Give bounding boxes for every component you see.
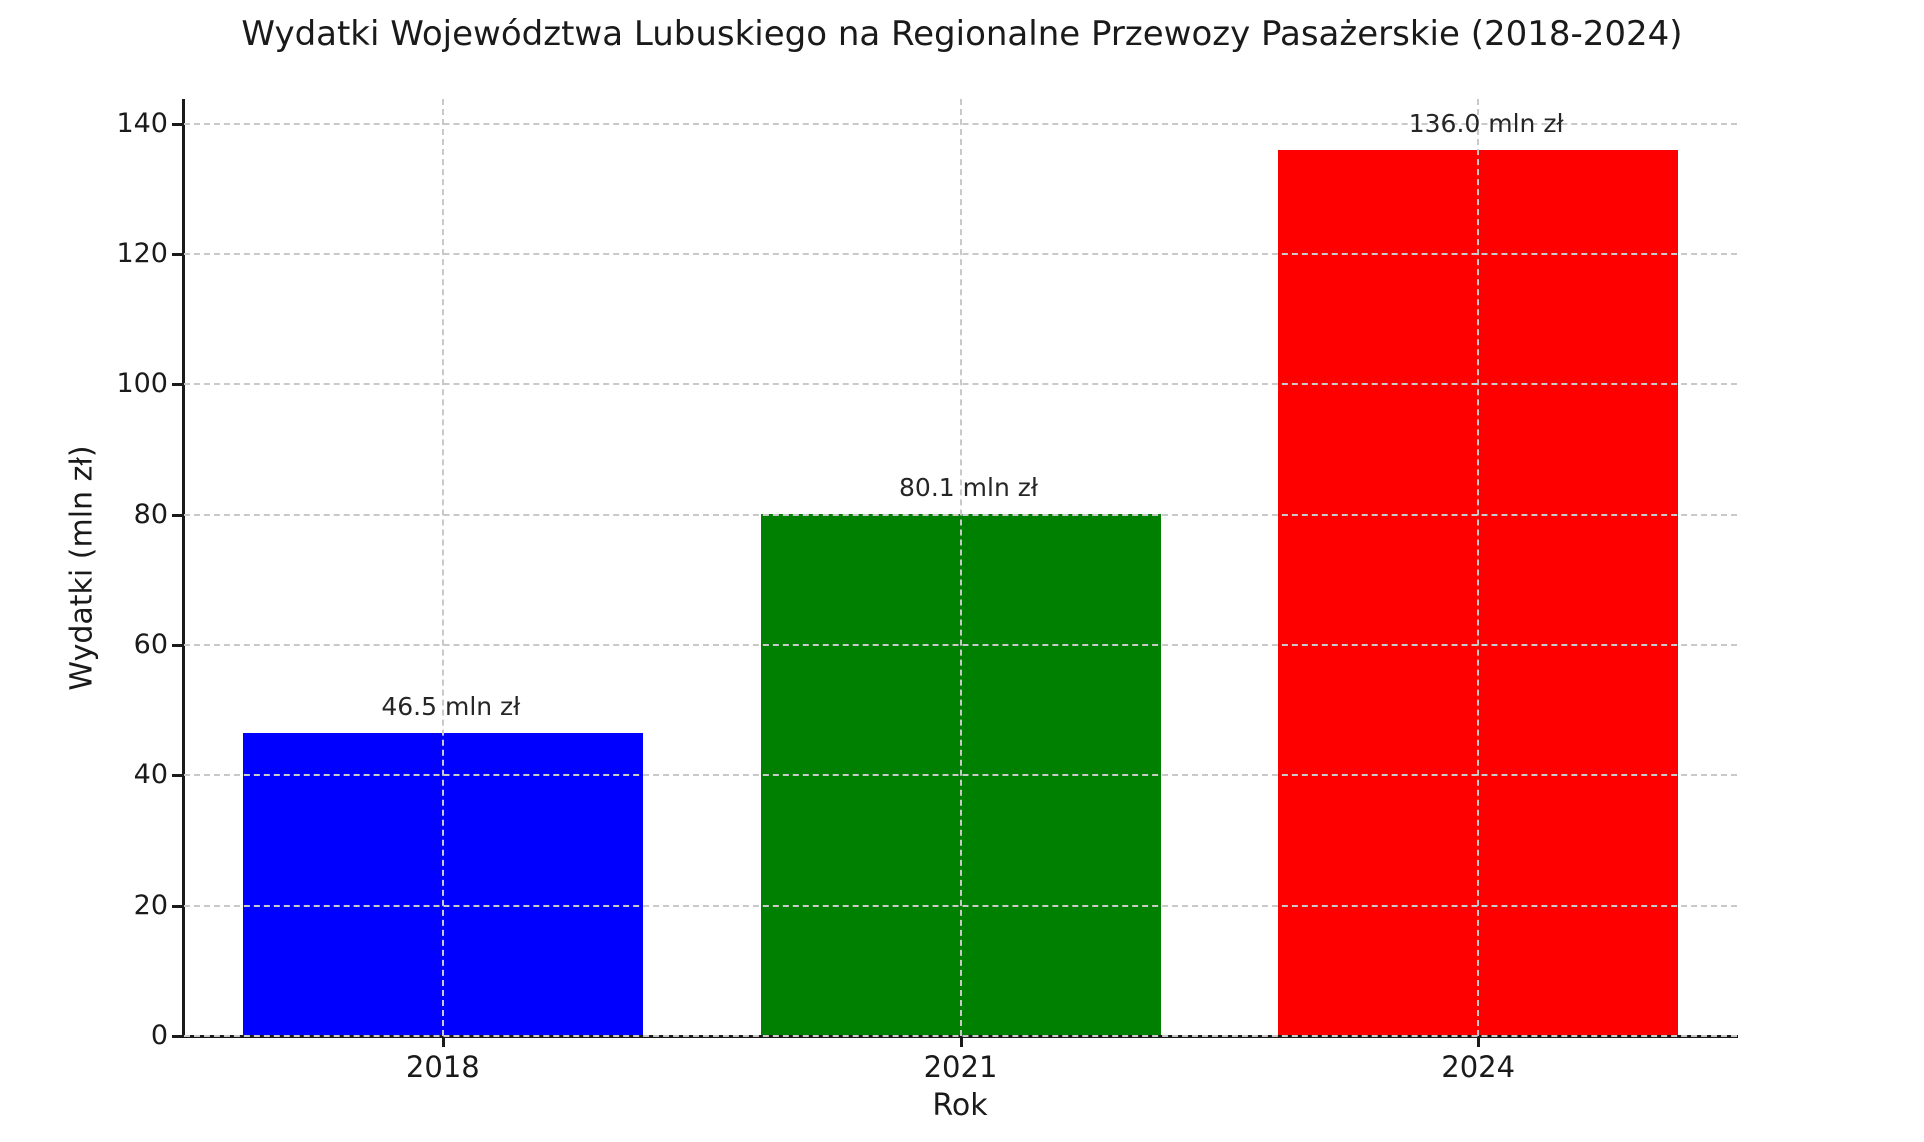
y-tick-140 xyxy=(172,122,182,126)
x-tick-label-2024: 2024 xyxy=(1441,1050,1516,1084)
chart-title: Wydatki Województwa Lubuskiego na Region… xyxy=(241,14,1683,54)
y-tick-label-20: 20 xyxy=(133,889,168,921)
v-gridline-2024 xyxy=(1477,99,1480,1036)
y-tick-label-60: 60 xyxy=(133,629,168,661)
y-tick-60 xyxy=(172,644,182,648)
h-gridline-0 xyxy=(184,1035,1737,1037)
y-tick-label-40: 40 xyxy=(133,759,168,791)
plot-area xyxy=(184,99,1737,1037)
x-axis-label: Rok xyxy=(932,1088,988,1123)
x-tick-label-2021: 2021 xyxy=(923,1050,998,1084)
y-tick-20 xyxy=(172,904,182,908)
x-tick-2021 xyxy=(959,1037,963,1047)
value-label-2018: 46.5 mln zł xyxy=(381,692,521,722)
y-tick-40 xyxy=(172,774,182,778)
y-tick-100 xyxy=(172,383,182,387)
y-tick-80 xyxy=(172,513,182,517)
x-tick-2024 xyxy=(1477,1037,1481,1047)
y-tick-label-80: 80 xyxy=(133,498,168,530)
v-gridline-2021 xyxy=(959,99,962,1036)
y-tick-label-120: 120 xyxy=(116,238,168,270)
y-tick-label-0: 0 xyxy=(150,1020,168,1051)
y-axis-spine xyxy=(182,99,185,1037)
x-tick-2018 xyxy=(441,1037,445,1047)
value-label-2021: 80.1 mln zł xyxy=(899,473,1038,503)
v-gridline-2018 xyxy=(441,99,444,1036)
y-tick-120 xyxy=(172,253,182,257)
y-tick-0 xyxy=(172,1035,182,1038)
value-label-2024: 136.0 mln zł xyxy=(1408,108,1564,138)
x-tick-label-2018: 2018 xyxy=(405,1050,480,1084)
y-tick-label-140: 140 xyxy=(116,107,168,139)
y-tick-label-100: 100 xyxy=(116,368,168,400)
